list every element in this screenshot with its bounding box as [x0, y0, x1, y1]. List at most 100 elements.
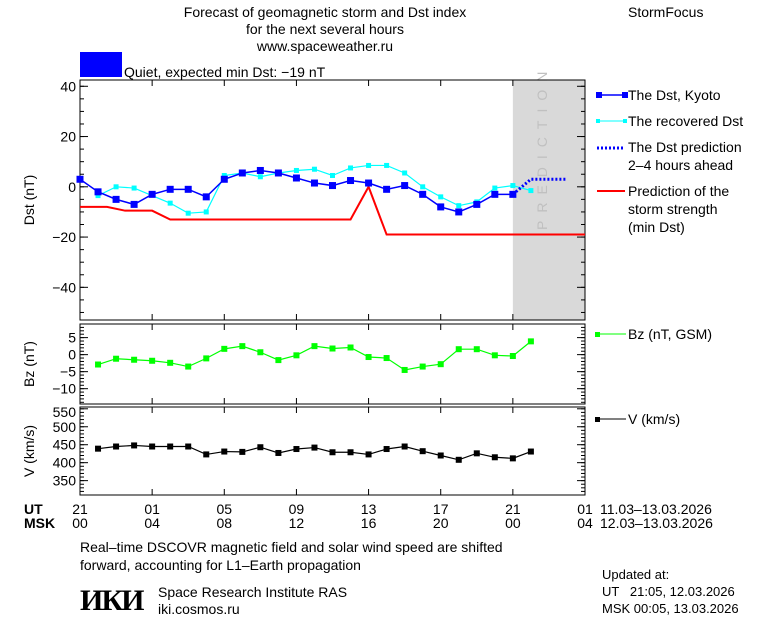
legend-prediction-label-2: 2–4 hours ahead — [628, 157, 733, 173]
bz-point — [329, 345, 336, 352]
bz-point — [527, 338, 534, 345]
ut-tick-label: 21 — [72, 501, 88, 517]
v-point — [113, 443, 120, 450]
v-point — [185, 443, 192, 450]
status-text: Quiet, expected min Dst: −19 nT — [124, 64, 326, 80]
bz-point — [401, 366, 408, 373]
recovered-dst-point — [420, 184, 426, 190]
recovered-dst-point — [167, 200, 173, 206]
v-point — [347, 449, 354, 456]
bz-point — [365, 354, 372, 361]
y-axis-label: Bz (nT) — [21, 341, 37, 387]
ut-tick-label: 09 — [289, 501, 305, 517]
y-tick-label: 500 — [53, 419, 77, 435]
msk-tick-label: 00 — [505, 515, 521, 531]
updated-label: Updated at: — [602, 567, 670, 582]
v-point — [437, 452, 444, 459]
legend-dst-marker — [622, 92, 628, 98]
msk-tick-label: 04 — [577, 515, 593, 531]
dst-kyoto-point — [473, 200, 481, 208]
recovered-dst-point — [203, 209, 209, 215]
y-tick-label: −40 — [52, 279, 76, 295]
bz-point — [473, 346, 480, 353]
y-tick-label: 550 — [53, 404, 77, 420]
y-axis-label: V (km/s) — [21, 425, 37, 477]
v-point — [293, 446, 300, 453]
bz-point — [275, 357, 282, 364]
dst-kyoto-point — [202, 193, 210, 201]
v-point — [365, 451, 372, 458]
dst-kyoto-point — [274, 169, 282, 177]
bz-point — [437, 361, 444, 368]
institute-name: Space Research Institute RAS — [158, 584, 348, 600]
legend-recovered-marker — [596, 119, 600, 123]
recovered-dst-line — [97, 164, 532, 214]
bz-point — [239, 343, 246, 350]
iki-logo: ИКИ — [80, 584, 144, 617]
y-tick-label: 400 — [53, 455, 77, 471]
dst-kyoto-point — [437, 203, 445, 211]
bz-point — [203, 355, 210, 362]
panel-frame — [79, 406, 586, 496]
bz-point — [185, 363, 192, 370]
ut-date-range: 11.03–13.03.2026 — [600, 501, 712, 517]
recovered-dst-point — [330, 172, 335, 178]
dst-kyoto-point — [419, 190, 427, 198]
msk-tick-label: 04 — [144, 515, 160, 531]
legend-storm-label-3: (min Dst) — [628, 219, 685, 235]
legend-dst-marker — [596, 92, 602, 98]
recovered-dst-point — [221, 172, 227, 178]
v-point — [131, 442, 138, 449]
v-point — [401, 443, 408, 450]
ut-tick-label: 21 — [505, 501, 521, 517]
dst-kyoto-point — [256, 166, 264, 174]
v-point — [383, 446, 390, 453]
bz-point — [131, 356, 138, 363]
recovered-dst-point — [293, 167, 299, 173]
v-point — [419, 448, 426, 455]
institute-site[interactable]: iki.cosmos.ru — [158, 601, 240, 617]
recovered-dst-point — [366, 162, 372, 168]
recovered-dst-point — [185, 210, 191, 216]
msk-tick-label: 08 — [216, 515, 232, 531]
dst-kyoto-point — [184, 185, 192, 193]
y-tick-label: 350 — [53, 473, 77, 489]
updated-msk: MSK 00:05, 13.03.2026 — [602, 601, 739, 616]
bz-point — [293, 352, 300, 359]
chart-title-url[interactable]: www.spaceweather.ru — [256, 38, 394, 54]
v-point — [455, 456, 462, 463]
y-tick-label: 450 — [53, 437, 77, 453]
status-color-box — [80, 52, 122, 77]
prediction-band-label: PREDICTION — [534, 64, 550, 230]
chart-title-line-2: for the next several hours — [246, 21, 404, 37]
dst-kyoto-point — [130, 200, 138, 208]
msk-tick-label: 16 — [361, 515, 377, 531]
recovered-dst-point — [113, 184, 119, 190]
recovered-dst-point — [257, 174, 263, 180]
bz-panel: 50−5−10 Bz (nT) — [21, 323, 586, 405]
legend-dst-label: The Dst, Kyoto — [628, 87, 721, 103]
dst-kyoto-point — [94, 188, 102, 196]
bz-point — [167, 359, 174, 366]
dst-kyoto-point — [292, 174, 300, 182]
bz-point — [455, 346, 462, 353]
bz-point — [491, 352, 498, 359]
recovered-dst-point — [456, 203, 462, 209]
y-tick-label: −5 — [60, 364, 76, 380]
v-point — [491, 454, 498, 461]
ut-tick-label: 01 — [144, 501, 160, 517]
dst-kyoto-point — [401, 182, 409, 190]
msk-tick-label: 12 — [289, 515, 305, 531]
bz-point — [347, 344, 354, 351]
recovered-dst-point — [384, 162, 390, 168]
recovered-dst-point — [402, 170, 408, 176]
chart-title-line-1: Forecast of geomagnetic storm and Dst in… — [183, 4, 467, 20]
ut-tick-label: 17 — [433, 501, 449, 517]
brand-name: StormFocus — [628, 4, 704, 20]
legend-recovered-label: The recovered Dst — [628, 113, 743, 129]
legend: The Dst, Kyoto The recovered Dst The Dst… — [595, 87, 743, 427]
v-point — [329, 449, 336, 456]
legend-prediction-label-1: The Dst prediction — [628, 139, 742, 155]
legend-storm-label-2: storm strength — [628, 201, 717, 217]
recovered-dst-point — [348, 165, 354, 171]
